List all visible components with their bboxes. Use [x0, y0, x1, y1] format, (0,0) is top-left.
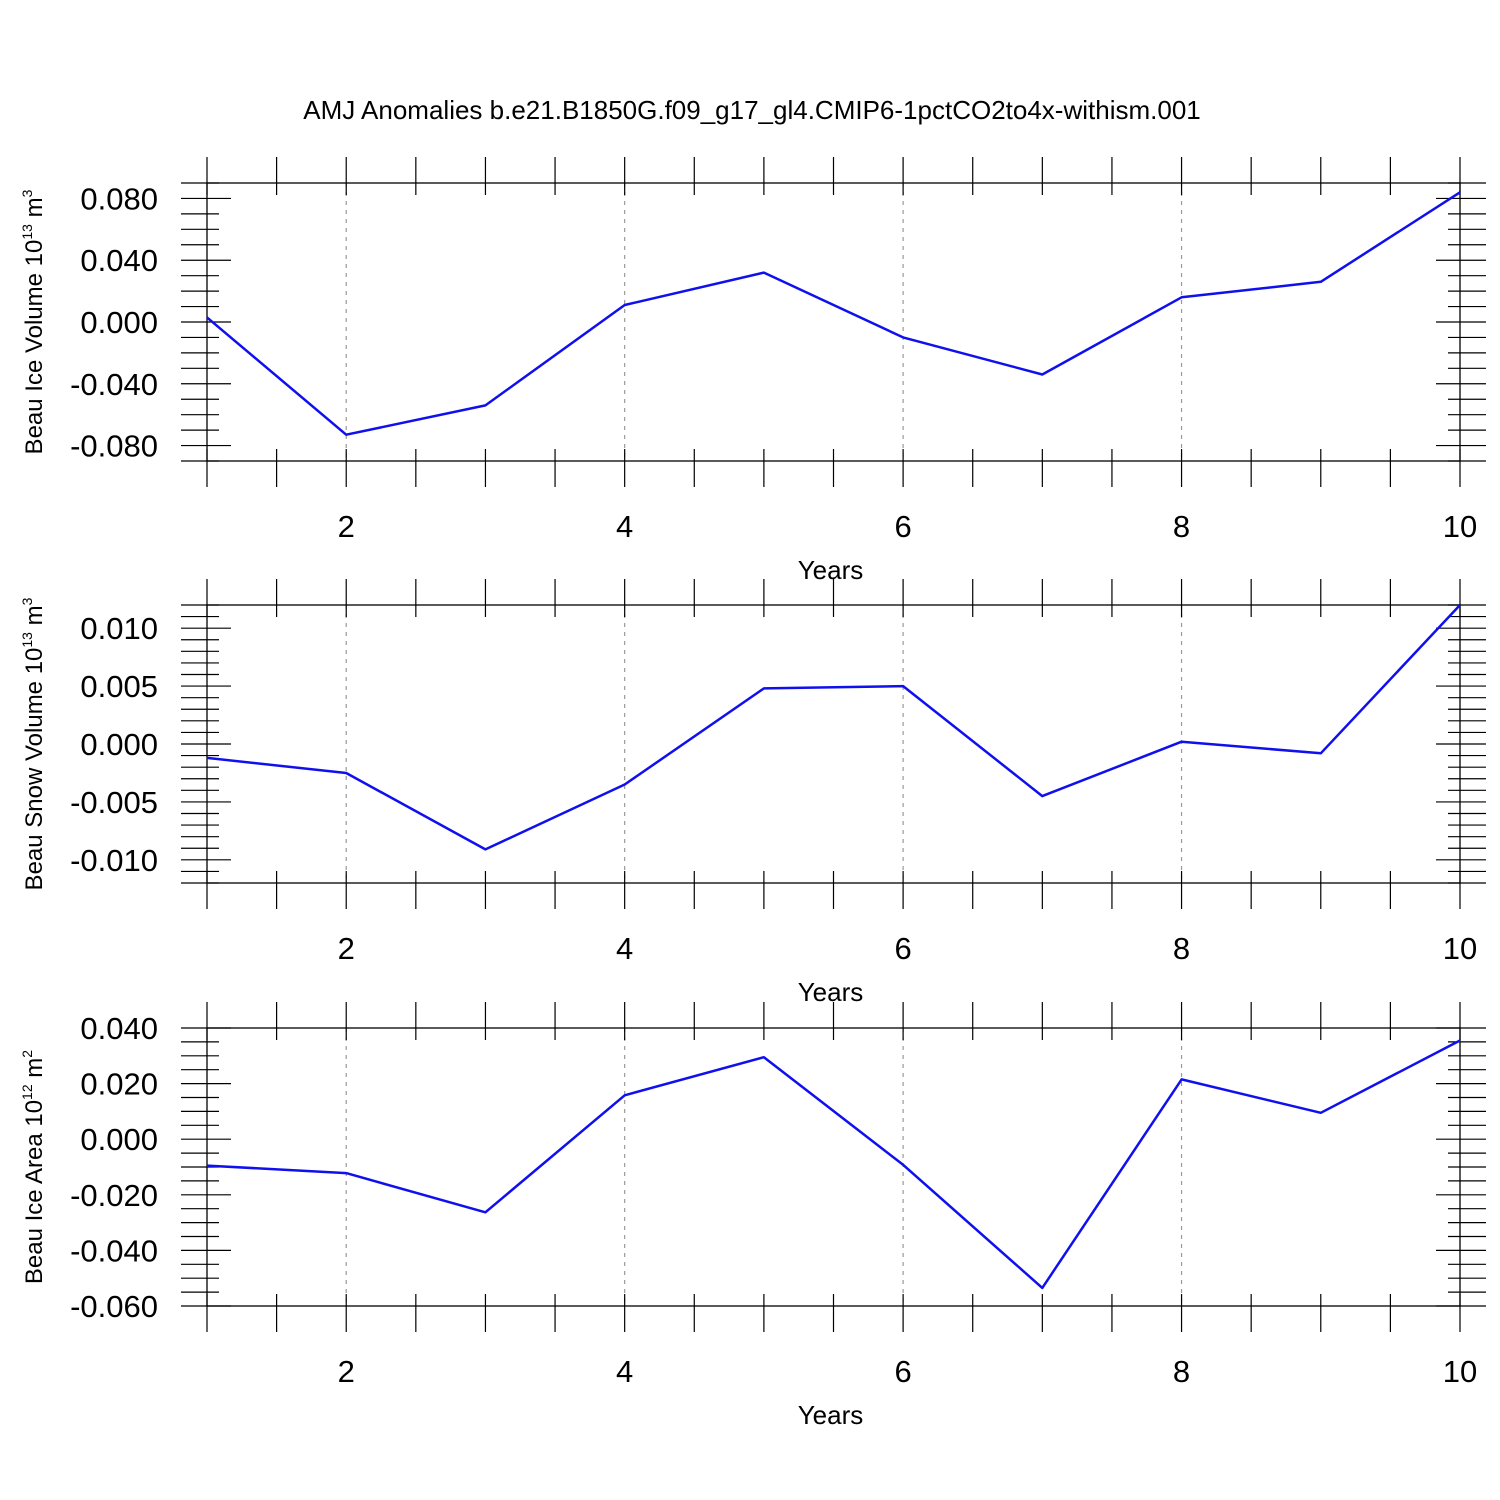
y-tick-label: -0.040 [70, 367, 158, 402]
x-tick-label: 6 [894, 1354, 911, 1389]
x-axis-title: Years [798, 977, 864, 1007]
y-axis-title: Beau Ice Area 1012 m2 [19, 1050, 48, 1284]
figure-title: AMJ Anomalies b.e21.B1850G.f09_g17_gl4.C… [303, 95, 1200, 125]
x-tick-label: 8 [1173, 931, 1190, 966]
x-tick-label: 4 [616, 1354, 633, 1389]
x-tick-label: 8 [1173, 509, 1190, 544]
x-tick-label: 2 [338, 509, 355, 544]
y-tick-label: 0.000 [80, 727, 158, 762]
y-tick-label: 0.010 [80, 611, 158, 646]
x-tick-label: 10 [1443, 1354, 1477, 1389]
chart-panel-1: 2 4 6 8 10 -0.080 -0.040 0.000 0.040 0.080 Years Be… [19, 157, 1486, 585]
y-tick-label: 0.040 [80, 1011, 158, 1046]
y-tick-label: 0.080 [80, 181, 158, 216]
x-tick-label: 10 [1443, 509, 1477, 544]
y-tick-label: 0.005 [80, 669, 158, 704]
x-tick-label: 4 [616, 931, 633, 966]
x-axis-title: Years [798, 1400, 864, 1430]
y-axis-title-text: Beau Ice Area 10 [21, 1100, 48, 1284]
y-axis-title-text: Beau Snow Volume 10 [21, 648, 48, 891]
x-tick-label: 2 [338, 931, 355, 966]
x-tick-label: 2 [338, 1354, 355, 1389]
y-axis-title-superscript: 13 [19, 632, 35, 648]
x-tick-label: 6 [894, 931, 911, 966]
x-tick-label: 8 [1173, 1354, 1190, 1389]
chart-panel-3: 2 4 6 8 10 -0.060 -0.040 -0.020 0.000 0.020 0.040 Y… [19, 1002, 1486, 1430]
y-tick-label: -0.005 [70, 785, 158, 820]
chart-panel-2: 2 4 6 8 10 -0.010 -0.005 0.000 0.005 0.010 Years Be… [19, 579, 1486, 1007]
y-tick-label: 0.040 [80, 243, 158, 278]
plot-frame [206, 182, 1461, 462]
y-tick-label: 0.020 [80, 1067, 158, 1102]
y-tick-label: -0.040 [70, 1233, 158, 1268]
y-axis-title-superscript: 13 [19, 224, 35, 240]
y-tick-label: 0.000 [80, 305, 158, 340]
y-tick-label: -0.080 [70, 429, 158, 464]
x-axis-title: Years [798, 555, 864, 585]
y-axis-title-text: m [21, 1058, 48, 1085]
data-line [206, 1039, 1461, 1290]
y-axis-title-superscript: 2 [19, 1050, 35, 1058]
data-line [206, 604, 1461, 851]
x-tick-label: 10 [1443, 931, 1477, 966]
y-axis-title-text: Beau Ice Volume 10 [21, 240, 48, 455]
y-axis-title: Beau Snow Volume 1013 m3 [19, 597, 48, 890]
y-tick-label: -0.060 [70, 1289, 158, 1324]
y-axis-title: Beau Ice Volume 1013 m3 [19, 189, 48, 454]
x-tick-label: 6 [894, 509, 911, 544]
y-tick-label: -0.010 [70, 843, 158, 878]
y-axis-title-text: m [21, 197, 48, 224]
data-line [206, 191, 1461, 436]
panels-group: 2 4 6 8 10 -0.080 -0.040 0.000 0.040 0.080 Years Be… [19, 157, 1486, 1430]
y-axis-title-text: m [21, 605, 48, 632]
plot-frame [206, 1027, 1461, 1307]
plot-frame [206, 604, 1461, 884]
x-tick-label: 4 [616, 509, 633, 544]
y-axis-title-superscript: 3 [19, 597, 35, 605]
y-axis-title-superscript: 3 [19, 189, 35, 197]
y-tick-label: -0.020 [70, 1178, 158, 1213]
y-tick-label: 0.000 [80, 1122, 158, 1157]
y-axis-title-superscript: 12 [19, 1084, 35, 1100]
